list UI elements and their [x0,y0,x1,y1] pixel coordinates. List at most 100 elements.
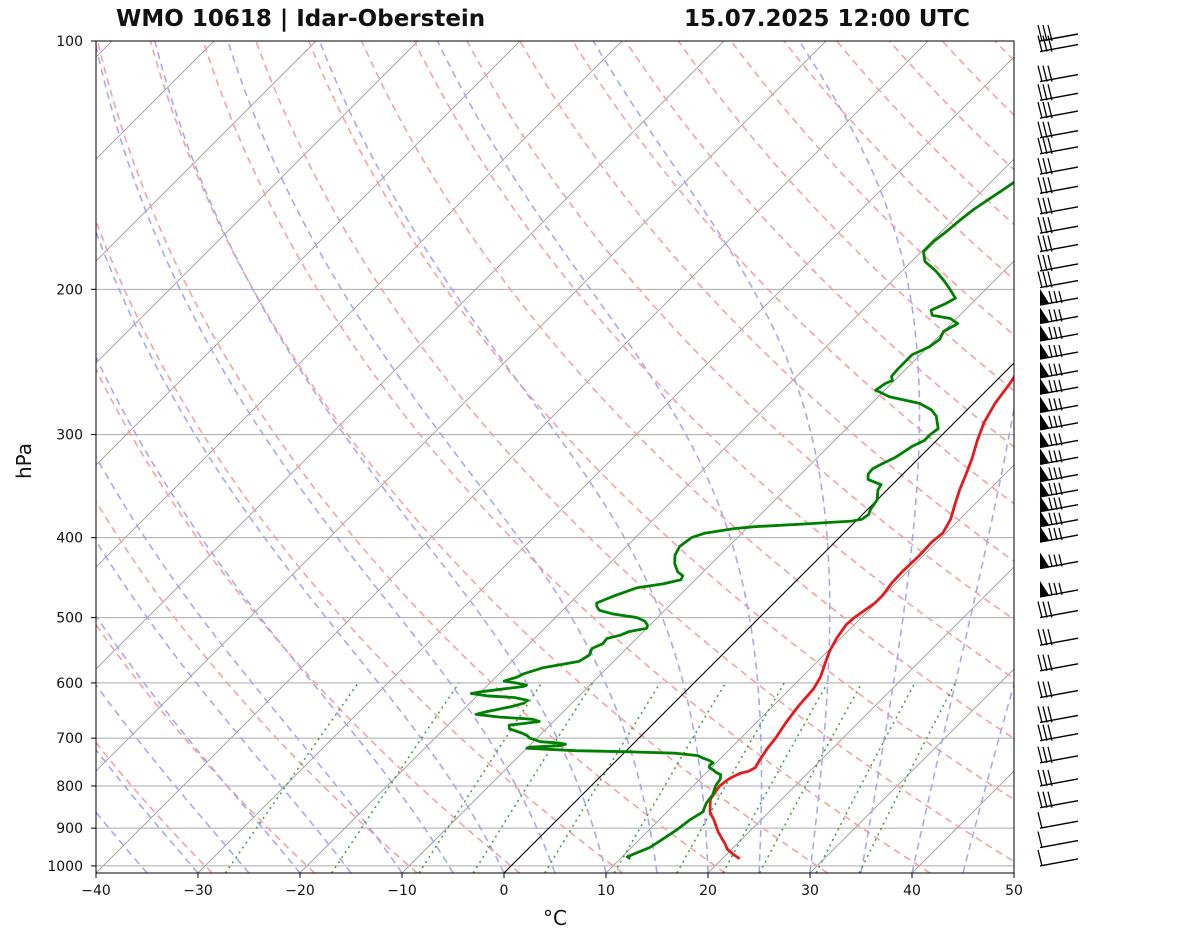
wind-barb [1039,307,1079,325]
wind-barb [1037,746,1079,764]
moist-adiabat [1013,870,1014,873]
moist-adiabat [96,810,148,873]
wind-barb [1037,197,1079,215]
wind-barb [1037,831,1079,849]
zero-isotherm [503,362,1014,873]
mixing-ratio-line [331,682,460,873]
x-tick-label: 0 [500,883,509,899]
isotherm-line [197,56,1014,873]
isotherm-line [1116,41,1181,873]
wind-barb [1037,121,1079,139]
x-tick-label: 20 [699,883,717,899]
dry-adiabat [96,623,316,873]
x-axis-ticks: −40 −30 −20 −10 0 10 20 30 40 50 [81,873,1023,899]
isotherm-line [96,41,725,670]
wind-barb [1039,396,1079,414]
x-tick-label: −20 [285,883,315,899]
wind-barb [1037,24,1079,42]
wind-barb [1037,654,1079,672]
wind-barb [1039,378,1079,395]
dry-adiabat [783,41,1014,281]
dry-adiabat [677,41,1014,392]
dry-adiabat [730,41,1014,336]
wind-barb [1039,480,1079,498]
wind-barb [1037,35,1079,53]
y-tick-label: 1000 [47,859,83,875]
wind-barb [1039,324,1079,342]
isotherm-line [1013,872,1014,873]
wind-barb [1037,849,1079,867]
moist-adiabat [96,229,505,873]
wind-barb [1037,177,1079,195]
dry-adiabat [624,41,1014,448]
mixing-ratio-line [722,682,829,873]
isotherm-line [96,41,827,772]
y-axis-label: hPa [12,443,36,479]
y-tick-label: 100 [56,34,83,50]
moist-adiabat [96,614,301,873]
mixing-ratio-line [613,682,727,873]
wind-barb [1037,601,1079,619]
wind-barb [1039,448,1079,466]
moist-adiabat [96,455,403,873]
profiles [469,180,1014,860]
isotherm-lines [0,41,1181,873]
isotherm-line [299,158,1014,873]
chart-title-time: 15.07.2025 12:00 UTC [684,6,970,32]
isotherm-line [96,41,317,262]
moist-adiabats [96,41,1014,873]
isotherm-line [503,362,1014,873]
isotherm-line [96,41,419,364]
wind-barb [1039,361,1079,379]
plot-frame [95,40,1015,874]
wind-barbs [1037,24,1079,867]
wind-barb [1037,157,1079,175]
dry-adiabat [413,41,1014,680]
wind-barb [1037,706,1079,724]
isotherm-line [401,260,1014,873]
y-tick-label: 600 [56,676,83,692]
isotherm-line [605,464,1014,873]
moist-adiabat [318,41,709,873]
dry-adiabat [149,41,829,873]
dry-adiabats [96,41,1014,873]
moist-adiabat [96,41,556,873]
x-tick-label: 30 [801,883,819,899]
x-axis-label: °C [543,906,567,930]
moist-adiabat [227,41,658,873]
dry-adiabat [255,41,1014,863]
dry-adiabat [96,219,623,873]
y-tick-label: 700 [56,731,83,747]
x-tick-label: −30 [183,883,213,899]
mixing-ratio-line [418,682,543,873]
wind-barb [1039,510,1079,528]
wind-barb [1039,465,1079,483]
wind-barb [1039,289,1079,306]
isotherm-line [96,41,623,568]
moist-adiabat [962,681,1014,873]
wind-barb [1039,495,1079,513]
isotherm-line [0,41,10,873]
dry-adiabat [360,41,1014,740]
wind-barb [1039,343,1079,360]
dry-adiabat [96,367,521,873]
isobar-gridlines [96,41,1014,867]
wind-barb [1039,413,1079,431]
chart-title-station: WMO 10618 | Idar-Oberstein [116,6,486,32]
moist-adiabat [436,41,763,873]
wind-barb [1037,65,1079,83]
zero-isotherm-line [503,362,1014,873]
y-axis-ticks: 100 200 300 400 500 600 700 800 900 1000 [47,34,96,875]
wind-barb [1037,137,1079,155]
moist-adiabat [96,539,352,873]
wind-barb [1037,724,1079,742]
y-tick-label: 500 [56,611,83,627]
wind-barb [1037,271,1079,289]
moist-adiabat [96,748,199,873]
x-tick-label: 50 [1005,883,1023,899]
y-tick-label: 800 [56,779,83,795]
moist-adiabat [911,404,1014,873]
dry-adiabat [941,41,1014,117]
wind-barb [1037,628,1079,646]
